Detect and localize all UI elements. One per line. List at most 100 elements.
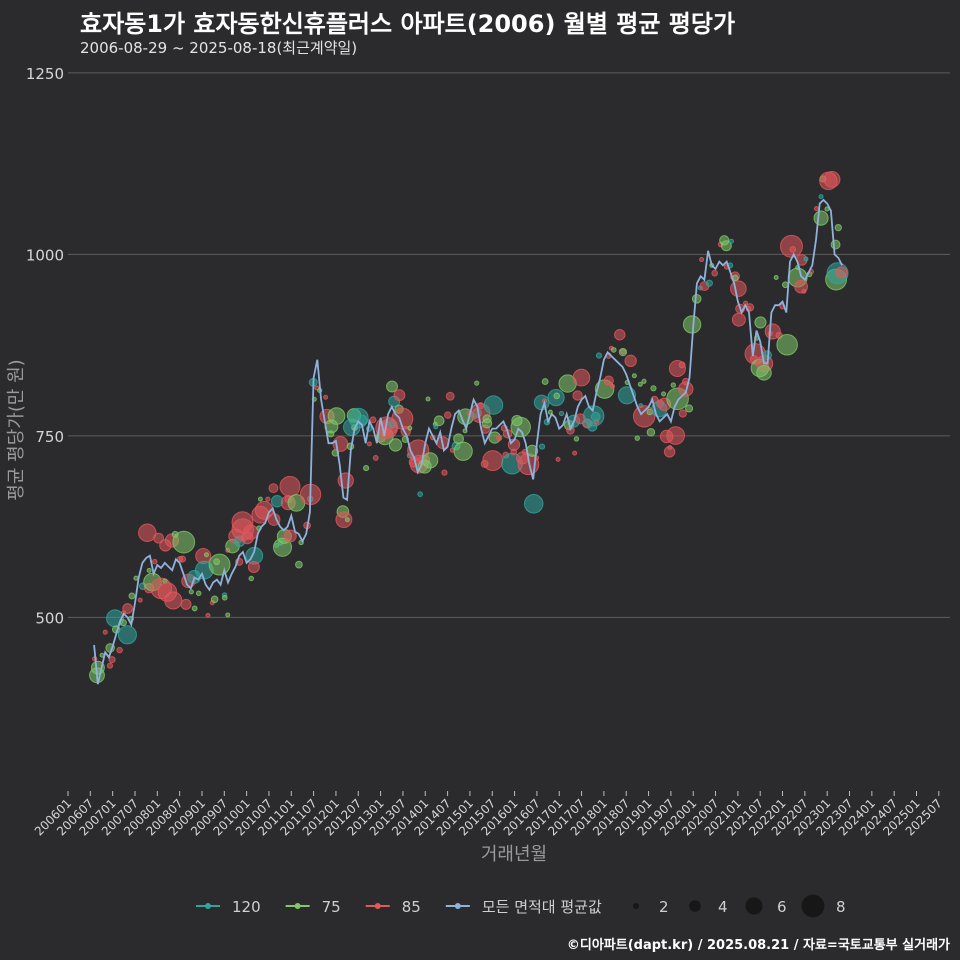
data-point-120 xyxy=(803,256,809,262)
data-point-75 xyxy=(388,438,403,452)
legend-swatch xyxy=(294,903,301,909)
data-point-85 xyxy=(678,409,687,418)
data-point-85 xyxy=(445,391,455,401)
data-point-120 xyxy=(483,395,504,415)
data-point-75 xyxy=(670,382,676,388)
data-point-120 xyxy=(533,394,550,411)
data-point-85 xyxy=(699,257,705,263)
data-point-85 xyxy=(555,456,561,462)
data-point-85 xyxy=(441,469,448,476)
legend-label: 모든 면적대 평균값 xyxy=(482,898,602,916)
data-point-75 xyxy=(824,206,830,212)
legend-label: 75 xyxy=(322,898,341,916)
data-point-85 xyxy=(108,656,116,664)
data-point-75 xyxy=(422,452,439,469)
y-axis-ticks: 500 750 1000 1250 xyxy=(26,65,64,628)
y-tick-label: 750 xyxy=(35,428,64,446)
data-point-75 xyxy=(133,575,139,581)
data-point-75 xyxy=(776,334,798,356)
data-point-85 xyxy=(678,361,686,369)
legend-swatch xyxy=(454,903,461,909)
data-point-75 xyxy=(474,380,480,386)
source-credit: ©디아파트(dapt.kr) / 2025.08.21 / 자료=국토교통부 실… xyxy=(566,938,950,953)
data-point-75 xyxy=(257,496,263,502)
data-point-85 xyxy=(122,603,133,614)
data-point-75 xyxy=(208,553,231,576)
legend-label: 85 xyxy=(402,898,421,916)
data-point-85 xyxy=(835,266,848,279)
data-point-75 xyxy=(541,378,549,386)
legend-swatch xyxy=(205,903,211,909)
data-point-85 xyxy=(609,383,615,389)
data-point-75 xyxy=(754,316,767,329)
data-point-75 xyxy=(363,465,370,472)
data-point-85 xyxy=(164,591,183,610)
data-point-85 xyxy=(243,524,259,540)
grid-lines xyxy=(68,72,950,618)
data-point-85 xyxy=(138,523,157,542)
data-point-75 xyxy=(225,612,231,618)
data-point-85 xyxy=(205,612,211,618)
data-point-75 xyxy=(685,404,694,413)
data-point-75 xyxy=(610,347,617,353)
data-point-85 xyxy=(153,532,164,544)
data-point-75 xyxy=(661,391,667,397)
data-point-85 xyxy=(283,529,297,543)
y-tick-label: 500 xyxy=(35,609,64,627)
data-point-85 xyxy=(510,448,518,456)
data-point-85 xyxy=(572,368,591,387)
data-point-85 xyxy=(335,511,353,529)
data-point-85 xyxy=(603,375,614,386)
data-point-85 xyxy=(279,475,301,497)
legend-size-swatch xyxy=(801,894,825,918)
data-point-75 xyxy=(834,223,842,232)
data-point-75 xyxy=(720,240,732,252)
data-point-75 xyxy=(195,590,202,597)
data-point-75 xyxy=(830,239,841,250)
data-point-85 xyxy=(151,558,158,565)
data-point-120 xyxy=(523,494,544,514)
data-point-120 xyxy=(356,414,368,426)
data-point-75 xyxy=(773,274,779,281)
mean-line xyxy=(93,198,843,685)
data-point-85 xyxy=(178,555,187,563)
data-point-75 xyxy=(146,567,152,573)
y-tick-label: 1250 xyxy=(26,65,64,83)
x-axis-label: 거래년월 xyxy=(481,844,547,865)
data-point-75 xyxy=(510,416,531,438)
data-point-75 xyxy=(453,441,473,461)
data-point-85 xyxy=(667,444,673,451)
legend-size-swatch xyxy=(689,900,701,912)
legend-label: 120 xyxy=(232,898,261,916)
data-point-75 xyxy=(646,427,656,437)
data-point-85 xyxy=(711,269,718,277)
data-point-75 xyxy=(172,530,196,554)
data-point-85 xyxy=(624,354,637,368)
data-point-120 xyxy=(417,491,424,498)
data-point-75 xyxy=(344,517,350,523)
legend: 120 75 85 모든 면적대 평균값 2 4 6 8 xyxy=(196,894,846,918)
data-point-85 xyxy=(323,394,329,400)
data-point-85 xyxy=(247,561,260,574)
legend-size-swatch xyxy=(745,897,763,915)
data-point-75 xyxy=(650,385,657,392)
data-point-85 xyxy=(572,390,583,401)
data-point-85 xyxy=(495,434,503,442)
legend-size-label: 6 xyxy=(777,898,787,916)
data-point-85 xyxy=(813,206,819,212)
data-point-85 xyxy=(369,416,377,424)
data-point-75 xyxy=(433,415,445,427)
data-point-75 xyxy=(573,436,580,442)
data-point-85 xyxy=(823,171,841,188)
data-point-75 xyxy=(425,396,431,402)
x-axis-ticks: 2006012006072007012007072008012008072009… xyxy=(32,791,945,839)
data-point-75 xyxy=(386,380,398,393)
data-point-75 xyxy=(128,592,136,600)
page-title: 효자동1가 효자동한신휴플러스 아파트(2006) 월별 평균 평당가 xyxy=(80,10,736,38)
data-point-75 xyxy=(482,414,492,424)
data-point-85 xyxy=(444,411,452,419)
data-point-85 xyxy=(614,329,626,341)
data-point-75 xyxy=(756,364,772,381)
data-point-75 xyxy=(407,425,413,431)
